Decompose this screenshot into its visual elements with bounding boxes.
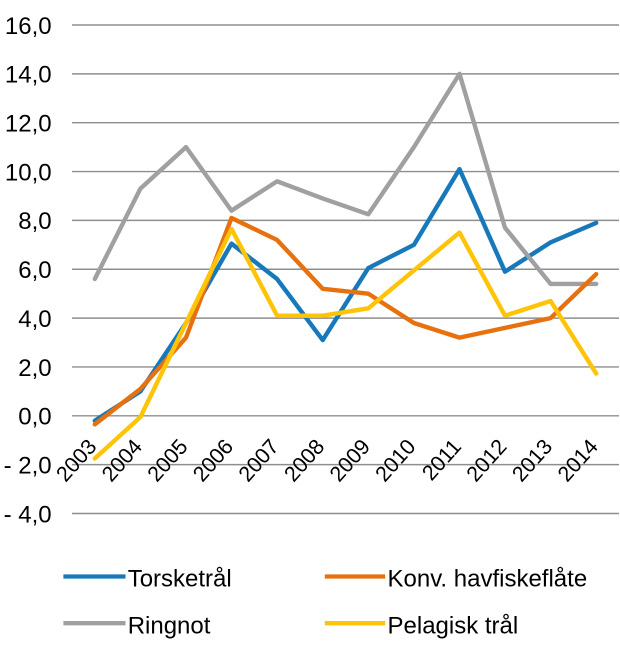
svg-text:- 4,0: - 4,0 [4,501,52,528]
svg-text:Konv. havfiskeflåte: Konv. havfiskeflåte [388,566,588,593]
svg-text:12,0: 12,0 [5,111,52,138]
svg-text:14,0: 14,0 [5,62,52,89]
svg-text:6,0: 6,0 [18,257,51,284]
svg-text:Ringnot: Ringnot [128,612,211,639]
svg-text:16,0: 16,0 [5,13,52,40]
svg-text:10,0: 10,0 [5,159,52,186]
svg-text:4,0: 4,0 [18,306,51,333]
svg-text:8,0: 8,0 [18,208,51,235]
svg-text:2,0: 2,0 [18,355,51,382]
svg-text:Torsketrål: Torsketrål [128,566,232,593]
svg-text:Pelagisk trål: Pelagisk trål [388,612,519,639]
svg-text:0,0: 0,0 [18,404,51,431]
svg-text:- 2,0: - 2,0 [4,452,52,479]
